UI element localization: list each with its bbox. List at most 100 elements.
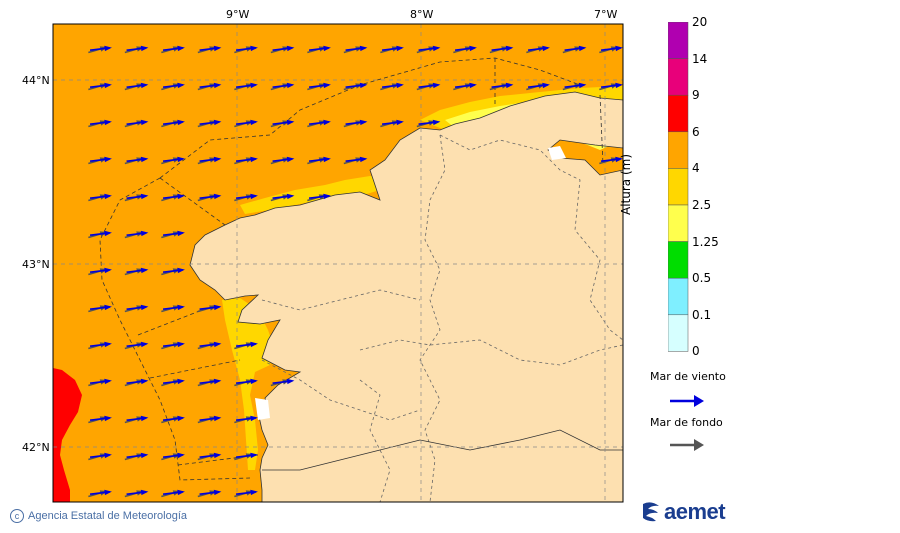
colorbar-level-label: 14 <box>692 51 708 66</box>
wind-sea-arrowhead <box>177 119 185 126</box>
wind-sea-arrowhead <box>213 415 222 422</box>
wind-sea-arrowhead <box>140 119 149 126</box>
wind-sea-arrowhead <box>213 378 222 385</box>
wind-sea-arrowhead <box>140 45 149 52</box>
wind-sea-arrowhead <box>615 82 623 89</box>
colorbar-level-label: 0.5 <box>692 271 712 286</box>
wind-sea-arrowhead <box>469 45 477 52</box>
wind-sea-arrowhead <box>250 193 258 200</box>
wind-sea-arrowhead <box>432 45 441 52</box>
wind-sea-arrowhead <box>213 452 222 459</box>
wind-sea-arrowhead <box>286 45 295 52</box>
wind-sea-arrowhead <box>177 304 185 311</box>
wind-sea-arrowhead <box>213 489 222 496</box>
wind-sea-arrowhead <box>213 193 222 200</box>
colorbar-segment <box>668 168 689 206</box>
wind-sea-arrowhead <box>250 82 258 89</box>
lon-tick-7w: 7°W <box>594 8 617 21</box>
colorbar-scale <box>668 22 689 352</box>
wind-sea-arrowhead <box>104 415 112 422</box>
colorbar-level-label: 20 <box>692 15 708 29</box>
wind-sea-arrowhead <box>359 45 368 52</box>
wind-sea-arrowhead <box>615 45 623 52</box>
copyright-notice: c Agencia Estatal de Meteorología <box>10 509 187 523</box>
wind-sea-arrowhead <box>104 156 112 163</box>
wind-sea-arrowhead <box>177 82 185 89</box>
sea-area-2-5-4m-west <box>240 176 385 214</box>
province-borders <box>261 134 623 502</box>
wind-sea-arrowhead <box>286 82 295 89</box>
swell-arrow-icon <box>670 439 704 451</box>
wind-sea-arrowhead <box>323 193 331 200</box>
wind-sea-arrowhead <box>104 378 112 385</box>
wind-sea-arrowhead <box>323 119 331 126</box>
wind-sea-arrowhead <box>396 82 404 89</box>
wind-sea-arrowhead <box>177 489 185 496</box>
wind-sea-arrowhead <box>177 267 185 274</box>
wind-sea-arrow-icon <box>670 395 704 407</box>
wind-sea-arrowhead <box>213 156 222 163</box>
colorbar-level-label: 6 <box>692 124 700 139</box>
wind-sea-arrowhead <box>286 119 295 126</box>
colorbar-segment <box>668 131 689 169</box>
wind-sea-arrowhead <box>286 156 295 163</box>
country-border <box>262 429 623 471</box>
wind-sea-arrowhead <box>140 193 149 200</box>
wind-sea-arrowhead <box>104 45 112 52</box>
wind-sea-arrowhead <box>323 156 331 163</box>
colorbar-title: Altura (m) <box>619 153 633 215</box>
wind-sea-arrowhead <box>104 82 112 89</box>
wind-sea-arrowhead <box>542 82 550 89</box>
colorbar-segment <box>668 58 689 96</box>
colorbar-level-label: 4 <box>692 161 700 176</box>
colorbar-level-label: 0.1 <box>692 307 712 322</box>
no-data-patch-2 <box>548 146 566 160</box>
wind-sea-arrowhead <box>213 119 222 126</box>
wind-sea-arrowhead <box>140 156 149 163</box>
copyright-text: Agencia Estatal de Meteorología <box>28 510 187 522</box>
colorbar-level-label: 2.5 <box>692 198 712 212</box>
wind-sea-arrowhead <box>177 341 185 348</box>
lat-tick-44n: 44°N <box>22 74 50 87</box>
wind-sea-arrowhead <box>140 452 149 459</box>
wind-sea-arrowhead <box>250 415 258 422</box>
graticule <box>53 24 623 502</box>
wind-sea-arrowhead <box>250 378 258 385</box>
colorbar-level-label: 0 <box>692 344 700 359</box>
wind-sea-arrowhead <box>104 489 112 496</box>
wind-sea-arrowhead <box>505 45 514 52</box>
wind-sea-arrowhead <box>578 82 587 89</box>
wind-sea-arrowhead <box>104 119 112 126</box>
wind-sea-arrowhead <box>104 304 112 311</box>
wind-sea-arrowhead <box>250 156 258 163</box>
wind-sea-arrowhead <box>140 82 149 89</box>
wind-sea-arrowhead <box>140 267 149 274</box>
sea-area-2-5-4m-rias <box>222 298 275 470</box>
wind-sea-arrowhead <box>104 193 112 200</box>
wind-sea-arrowhead <box>213 341 222 348</box>
wind-sea-arrowhead <box>177 193 185 200</box>
colorbar-segment <box>668 94 689 133</box>
colorbar-segment <box>668 314 689 352</box>
wind-sea-arrowhead <box>359 82 368 89</box>
lon-tick-8w: 8°W <box>410 8 433 21</box>
wind-sea-arrowhead <box>250 452 258 459</box>
wind-sea-arrowhead <box>286 378 295 385</box>
wind-sea-arrowhead <box>359 156 368 163</box>
wind-sea-arrowhead <box>359 119 368 126</box>
colorbar-segment <box>668 277 689 316</box>
colorbar-segment <box>668 204 689 242</box>
aemet-logo-icon <box>643 502 659 522</box>
map-frame <box>52 23 624 503</box>
wind-sea-arrowhead <box>140 378 149 385</box>
wind-sea-arrowhead <box>177 415 185 422</box>
wind-sea-arrowhead <box>615 156 623 163</box>
wind-sea-arrowhead <box>469 82 477 89</box>
wind-sea-arrowhead <box>542 45 550 52</box>
wind-sea-arrowhead <box>140 341 149 348</box>
wind-sea-arrowhead <box>432 82 441 89</box>
wind-sea-arrowhead <box>323 82 331 89</box>
colorbar-level-label: 1.25 <box>692 234 719 249</box>
lat-tick-42n: 42°N <box>22 441 50 454</box>
wind-sea-arrowhead <box>104 267 112 274</box>
